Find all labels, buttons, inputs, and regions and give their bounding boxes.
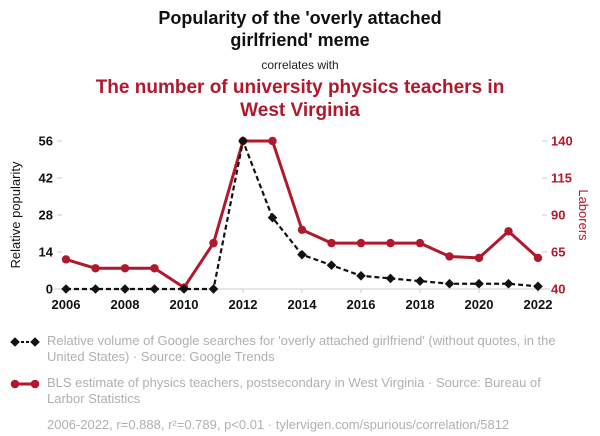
title-bottom: The number of university physics teacher…	[95, 76, 505, 121]
dashed-diamond-line-icon	[10, 336, 40, 347]
svg-text:2020: 2020	[465, 297, 494, 312]
legend-text-google-trends: Relative volume of Google searches for '…	[47, 332, 556, 365]
svg-text:14: 14	[39, 244, 54, 259]
title-top: Popularity of the 'overly attached girlf…	[158, 8, 442, 50]
svg-text:2012: 2012	[229, 297, 258, 312]
svg-text:56: 56	[39, 133, 53, 148]
left-axis-title: Relative popularity	[8, 161, 23, 268]
svg-text:28: 28	[39, 207, 53, 222]
svg-text:2010: 2010	[170, 297, 199, 312]
legend-item-bls: BLS estimate of physics teachers, postse…	[10, 375, 590, 408]
svg-text:90: 90	[551, 207, 565, 222]
svg-text:40: 40	[551, 281, 565, 296]
svg-text:2022: 2022	[524, 297, 553, 312]
chart-header: Popularity of the 'overly attached girlf…	[0, 0, 600, 123]
svg-text:115: 115	[551, 170, 572, 185]
solid-circle-line-icon	[10, 379, 40, 389]
svg-text:2018: 2018	[406, 297, 435, 312]
svg-text:0: 0	[46, 281, 53, 296]
legend-text-bls: BLS estimate of physics teachers, postse…	[47, 374, 541, 407]
svg-text:2014: 2014	[288, 297, 318, 312]
svg-text:65: 65	[551, 244, 565, 259]
svg-text:2006: 2006	[52, 297, 81, 312]
right-axis-title: Laborers	[576, 188, 591, 241]
svg-text:2008: 2008	[111, 297, 140, 312]
correlates-with-label: correlates with	[261, 57, 339, 72]
line-chart: 0 14 28 42 56 40 65 90 115 140 2006 2008 2010 2012 201…	[39, 133, 573, 312]
svg-text:42: 42	[39, 170, 53, 185]
legend-item-google-trends: Relative volume of Google searches for '…	[10, 333, 590, 366]
svg-text:140: 140	[551, 133, 573, 148]
legend: Relative volume of Google searches for '…	[10, 333, 590, 409]
stats-footer: 2006-2022, r=0.888, r²=0.789, p<0.01 · t…	[47, 417, 510, 432]
chart-area: Relative popularity Laborers 0 14 28 42 56 40…	[0, 125, 600, 323]
svg-text:2016: 2016	[347, 297, 376, 312]
